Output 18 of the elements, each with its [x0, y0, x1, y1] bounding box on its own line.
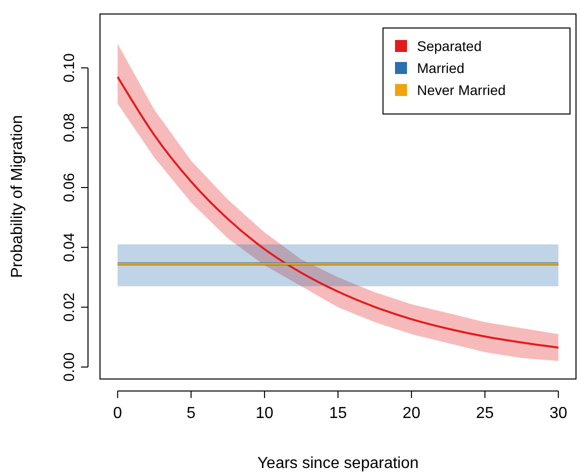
y-tick-label: 0.02	[61, 292, 78, 322]
x-tick-label: 25	[476, 405, 494, 422]
x-tick-label: 15	[329, 405, 347, 422]
y-tick-label: 0.08	[61, 113, 78, 142]
legend-label: Never Married	[417, 82, 506, 98]
x-tick-label: 5	[186, 405, 196, 422]
legend-label: Separated	[417, 38, 482, 54]
y-tick-label: 0.04	[61, 232, 78, 262]
y-tick-label: 0.06	[61, 172, 78, 202]
x-tick-label: 0	[113, 405, 122, 422]
legend-label: Married	[417, 60, 464, 76]
x-tick-label: 10	[256, 405, 274, 422]
x-axis-title: Years since separation	[257, 455, 419, 472]
y-axis-title: Probability of Migration	[9, 115, 26, 278]
x-tick-label: 20	[402, 405, 420, 422]
y-tick-label: 0.10	[61, 53, 78, 82]
y-tick-label: 0.00	[61, 352, 78, 382]
x-tick-label: 30	[549, 405, 568, 422]
